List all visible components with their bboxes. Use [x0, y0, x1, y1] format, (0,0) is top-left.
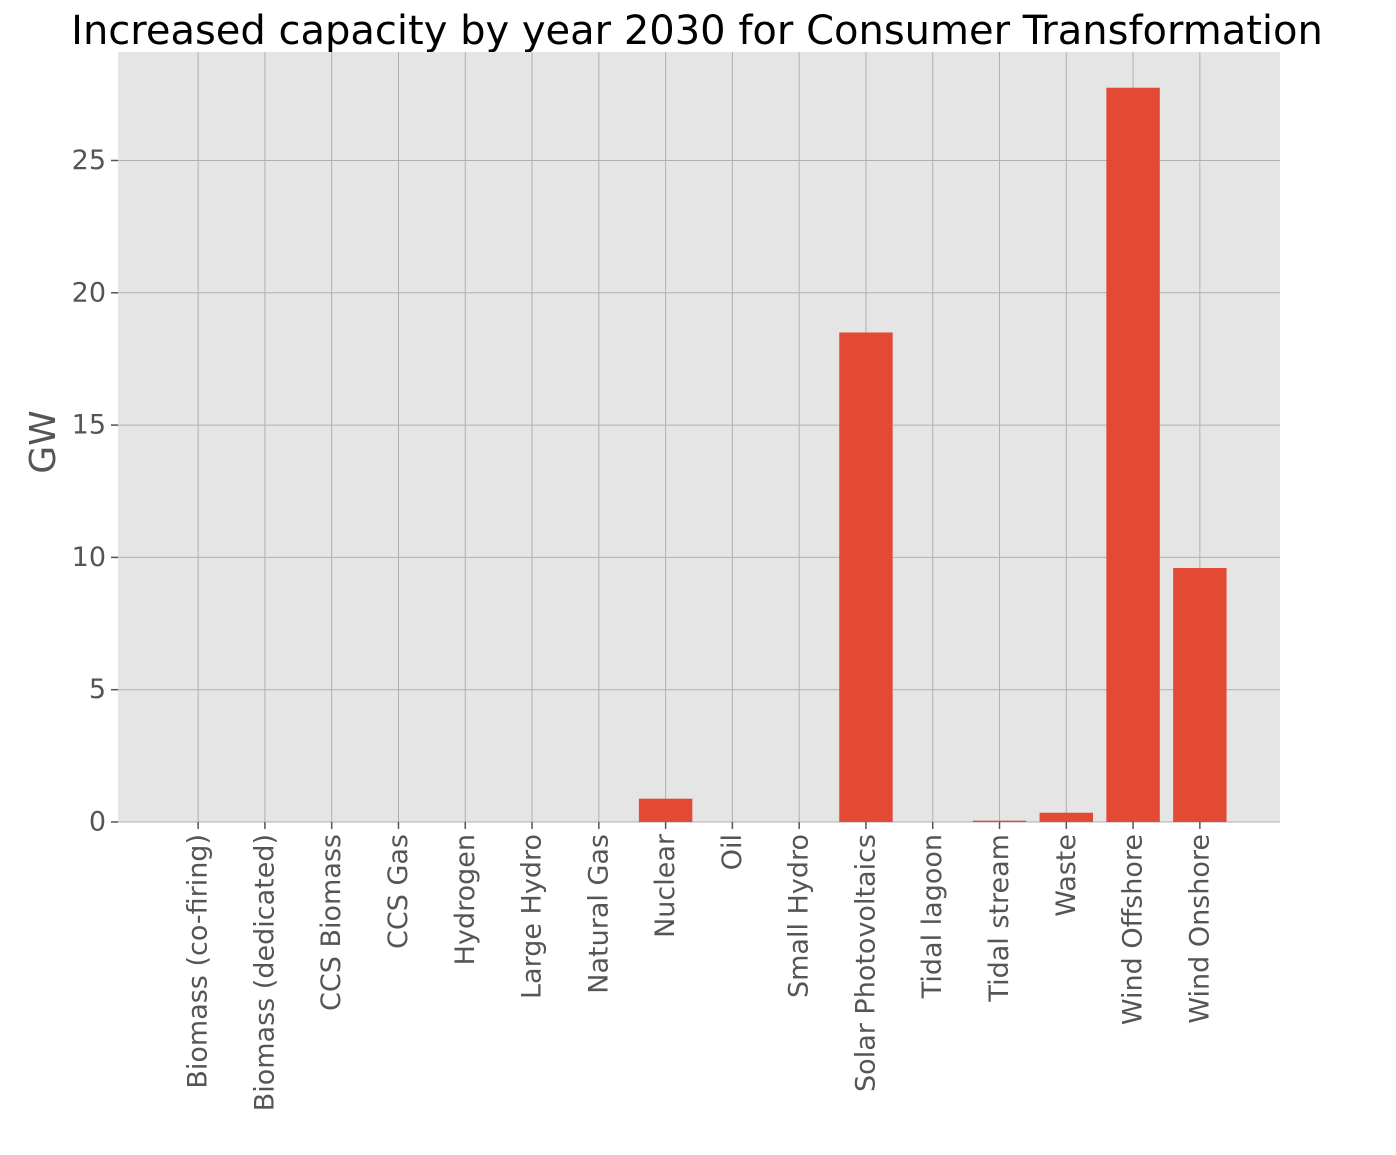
x-tick-label: Solar Photovoltaics [850, 834, 881, 1092]
x-tick-label: Biomass (dedicated) [249, 834, 280, 1111]
x-tick-label: Hydrogen [450, 834, 481, 965]
x-tick-label: Wind Onshore [1184, 834, 1215, 1024]
x-tick-label: Biomass (co-firing) [183, 834, 214, 1089]
bar-waste [1039, 812, 1094, 822]
bars [638, 87, 1227, 822]
x-tick-label: Oil [717, 834, 748, 870]
x-tick-label: Natural Gas [583, 834, 614, 994]
y-tick-label: 20 [72, 277, 106, 308]
bar-tidal-stream [972, 820, 1027, 822]
x-tick-label: CCS Gas [383, 834, 414, 949]
y-axis-label: GW [23, 410, 64, 474]
chart-title: Increased capacity by year 2030 for Cons… [71, 8, 1323, 54]
x-tick-label: Large Hydro [517, 834, 548, 999]
bar-wind-onshore [1173, 567, 1227, 822]
x-tick-label: Small Hydro [784, 834, 815, 998]
x-tick-label: Tidal lagoon [917, 834, 948, 999]
y-tick-label: 25 [72, 145, 106, 176]
y-tick-label: 10 [72, 542, 106, 573]
y-tick-label: 0 [89, 807, 106, 838]
x-tick-label: CCS Biomass [316, 834, 347, 1011]
y-axis: 0 5 10 15 20 25 [72, 145, 118, 838]
plot-area [118, 52, 1280, 822]
x-tick-label: Tidal stream [984, 834, 1015, 1003]
bar-nuclear [638, 798, 693, 822]
y-tick-label: 5 [89, 674, 106, 705]
x-tick-label: Wind Offshore [1118, 834, 1149, 1025]
bar-solar-photovoltaics [839, 332, 893, 822]
y-tick-label: 15 [72, 410, 106, 441]
bar-wind-offshore [1106, 87, 1160, 822]
x-axis: Biomass (co-firing) Biomass (dedicated) CC… [183, 822, 1215, 1111]
x-tick-label: Waste [1051, 834, 1082, 917]
x-tick-label: Nuclear [650, 833, 681, 938]
